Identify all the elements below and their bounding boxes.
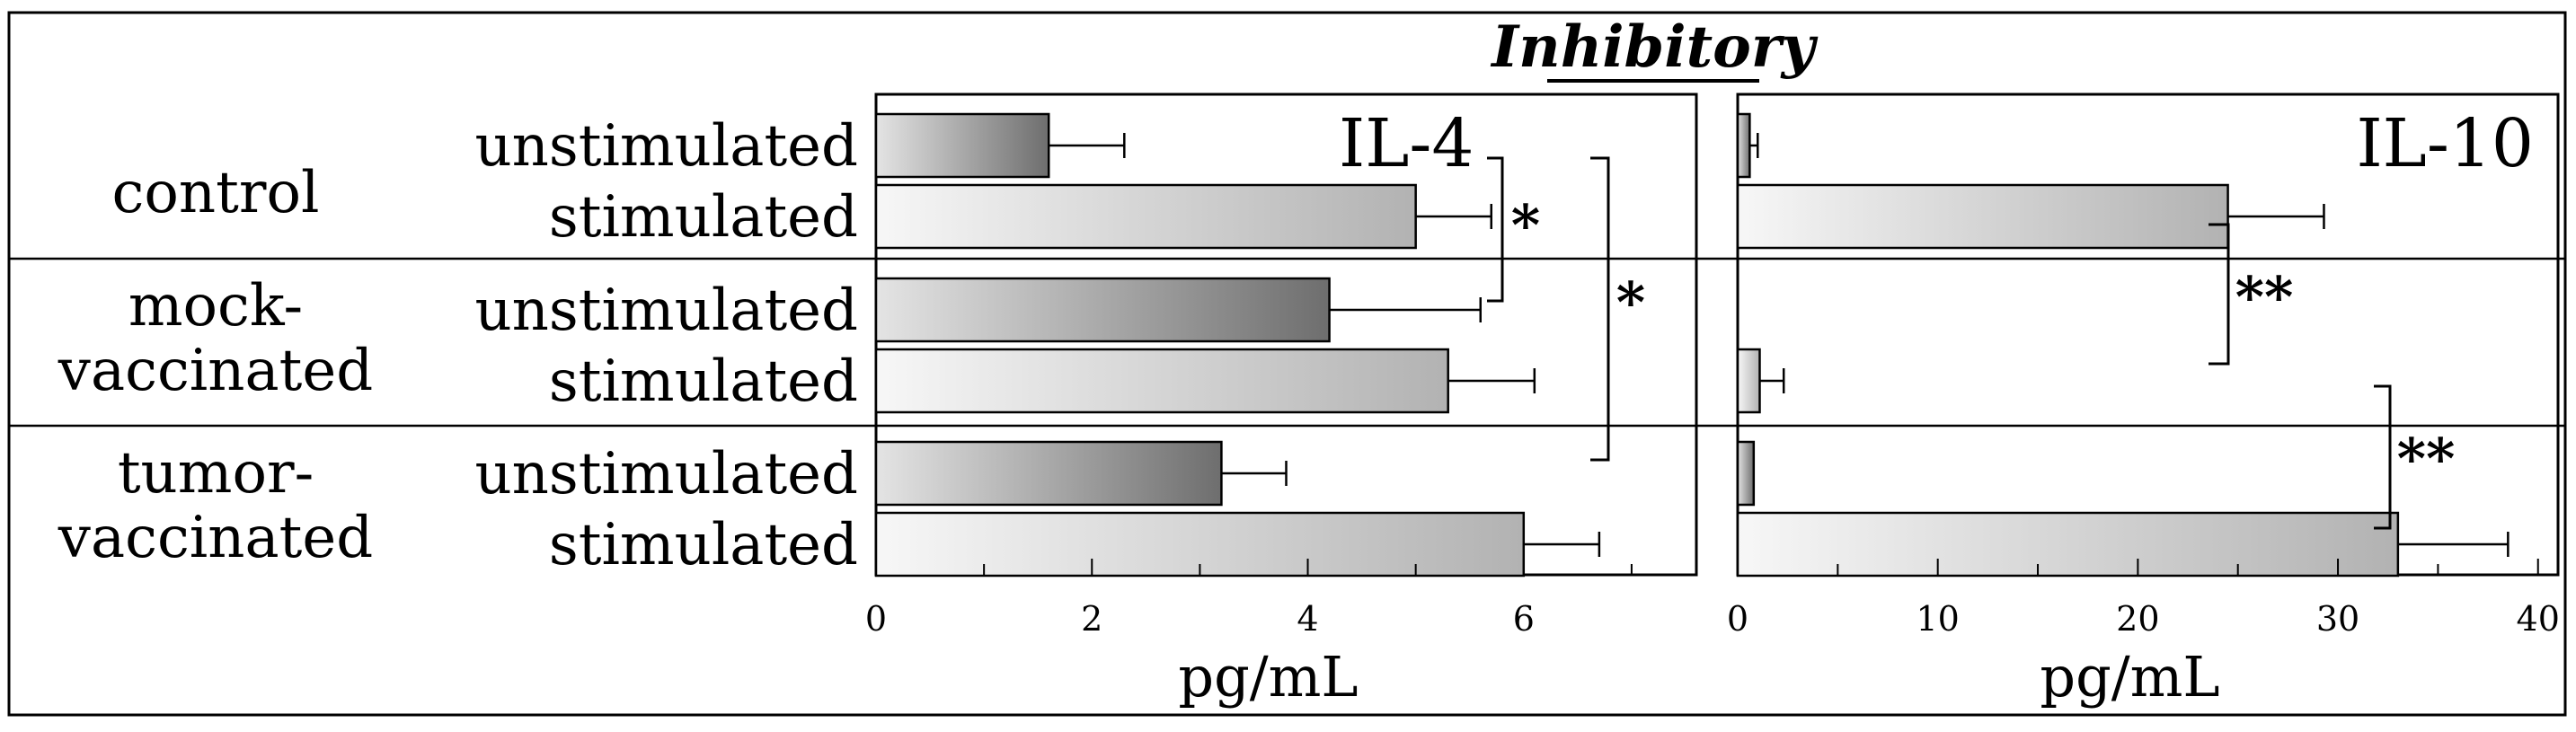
bar [874,183,1417,250]
figure-title: Inhibitory [1490,13,1818,81]
group-label: vaccinated [58,505,373,571]
panel-il4: IL-4 0 2 4 6 pg/mL * * [865,93,1698,710]
bar [874,440,1223,507]
bar [1736,348,1761,414]
condition-label: stimulated [549,184,858,251]
x-axis-label: pg/mL [1178,644,1358,710]
condition-label: unstimulated [474,113,858,180]
condition-label: unstimulated [474,441,858,507]
x-tick-label: 10 [1917,599,1960,639]
group-label: tumor- [118,440,314,507]
x-tick-label: 30 [2316,599,2359,639]
condition-label: stimulated [549,348,858,415]
x-tick-label: 6 [1513,599,1535,639]
bar [1736,511,2400,578]
bar [874,277,1331,343]
panel-title: IL-10 [2356,105,2534,182]
bar [1736,440,1756,507]
significance-bracket [2209,223,2230,366]
x-tick-label: 20 [2116,599,2159,639]
condition-label: unstimulated [474,278,858,344]
panel-il10: IL-10 0 10 20 30 40 pg/mL ** ** [1727,93,2560,710]
significance-bracket [1590,156,1610,462]
x-tick-label: 0 [865,599,887,639]
x-tick-label: 2 [1081,599,1102,639]
bar [874,112,1050,179]
bar [1736,112,1751,179]
x-axis-label: pg/mL [2040,644,2219,710]
bar [874,348,1449,414]
condition-label: stimulated [549,512,858,578]
group-label: control [112,160,320,226]
bar [1736,183,2229,250]
x-tick-label: 40 [2517,599,2560,639]
significance-label: ** [2235,264,2294,330]
group-label: mock- [128,273,303,340]
x-tick-label: 0 [1727,599,1748,639]
significance-bracket [2374,384,2392,530]
significance-bracket [1487,156,1504,303]
significance-label: * [1616,269,1645,335]
panel-title: IL-4 [1339,105,1474,182]
significance-label: ** [2397,426,2456,491]
significance-label: * [1511,192,1540,258]
group-label: vaccinated [58,338,373,404]
row-labels: controlunstimulatedstimulatedmock-vaccin… [58,113,858,578]
x-tick-label: 4 [1297,599,1318,639]
